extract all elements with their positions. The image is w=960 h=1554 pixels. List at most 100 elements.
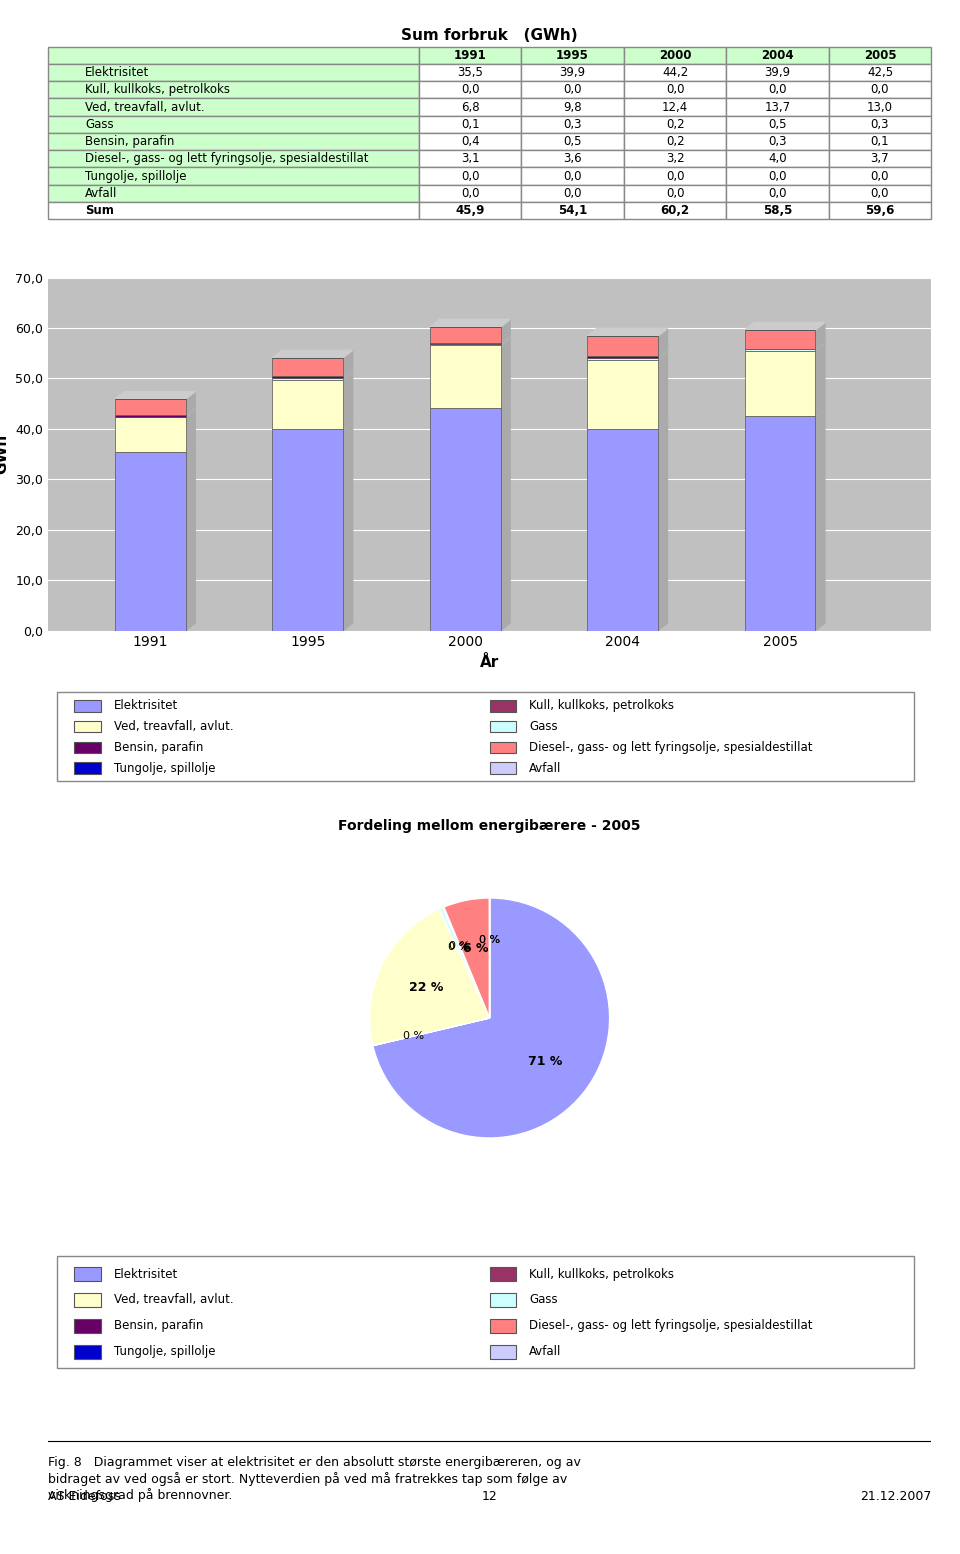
Text: 71 %: 71 %: [528, 1055, 563, 1068]
FancyBboxPatch shape: [57, 692, 914, 782]
Text: 21.12.2007: 21.12.2007: [860, 1490, 931, 1503]
Text: Ved, treavfall, avlut.: Ved, treavfall, avlut.: [114, 720, 234, 733]
Bar: [490, 1293, 516, 1307]
Polygon shape: [815, 342, 825, 350]
Text: Kull, kullkoks, petrolkoks: Kull, kullkoks, petrolkoks: [529, 699, 674, 712]
Polygon shape: [343, 368, 352, 379]
Polygon shape: [588, 353, 667, 361]
Polygon shape: [588, 328, 667, 336]
Polygon shape: [745, 342, 825, 350]
Bar: [490, 1267, 516, 1280]
Bar: [75, 1319, 101, 1333]
Polygon shape: [588, 348, 667, 356]
Polygon shape: [115, 444, 195, 452]
Polygon shape: [500, 336, 510, 343]
Wedge shape: [444, 898, 490, 1018]
Bar: [75, 763, 101, 774]
Polygon shape: [745, 343, 825, 351]
Bar: [75, 1344, 101, 1358]
Text: 22 %: 22 %: [409, 981, 444, 993]
Title: Fordeling mellom energibærere - 2005: Fordeling mellom energibærere - 2005: [338, 819, 641, 833]
Bar: [75, 1267, 101, 1280]
Text: Bensin, parafin: Bensin, parafin: [114, 741, 204, 754]
Polygon shape: [273, 421, 352, 429]
Text: Gass: Gass: [529, 720, 558, 733]
Text: 0 %: 0 %: [447, 942, 468, 953]
Bar: [75, 741, 101, 754]
Bar: [75, 721, 101, 732]
Polygon shape: [658, 353, 667, 429]
Bar: [490, 701, 516, 712]
Polygon shape: [343, 350, 352, 376]
Polygon shape: [430, 399, 510, 407]
Wedge shape: [443, 908, 490, 1018]
Bar: [588, 429, 658, 631]
Polygon shape: [430, 337, 510, 343]
Text: Diesel-, gass- og lett fyringsolje, spesialdestillat: Diesel-, gass- og lett fyringsolje, spes…: [529, 1319, 813, 1332]
Polygon shape: [430, 336, 510, 343]
Polygon shape: [500, 337, 510, 407]
Text: 6 %: 6 %: [463, 942, 489, 956]
Polygon shape: [745, 409, 825, 416]
Bar: [75, 1293, 101, 1307]
Wedge shape: [440, 908, 490, 1018]
Text: Gass: Gass: [529, 1293, 558, 1307]
Bar: [115, 452, 185, 631]
Text: 0 %: 0 %: [479, 936, 500, 945]
Bar: [588, 336, 658, 356]
Polygon shape: [273, 371, 352, 379]
Polygon shape: [658, 348, 667, 357]
FancyBboxPatch shape: [57, 1256, 914, 1368]
Bar: [490, 721, 516, 732]
Polygon shape: [115, 410, 195, 418]
Text: Ved, treavfall, avlut.: Ved, treavfall, avlut.: [114, 1293, 234, 1307]
Text: 12: 12: [482, 1490, 497, 1503]
Bar: [115, 415, 185, 416]
Bar: [273, 429, 343, 631]
Polygon shape: [430, 337, 510, 345]
Bar: [490, 763, 516, 774]
Polygon shape: [185, 409, 195, 418]
Polygon shape: [745, 323, 825, 329]
Text: Kull, kullkoks, petrolkoks: Kull, kullkoks, petrolkoks: [529, 1268, 674, 1280]
Polygon shape: [185, 392, 195, 415]
Bar: [490, 741, 516, 754]
Polygon shape: [745, 342, 825, 348]
Bar: [273, 376, 343, 379]
Text: Sum forbruk   (GWh): Sum forbruk (GWh): [401, 28, 578, 44]
Polygon shape: [500, 320, 510, 343]
Wedge shape: [372, 1018, 490, 1046]
Polygon shape: [500, 399, 510, 631]
Polygon shape: [815, 409, 825, 631]
Polygon shape: [185, 410, 195, 452]
Bar: [745, 329, 815, 348]
Wedge shape: [370, 909, 490, 1046]
Polygon shape: [500, 337, 510, 345]
Text: Fig. 8   Diagrammet viser at elektrisitet er den absolutt største energibæreren,: Fig. 8 Diagrammet viser at elektrisitet …: [48, 1456, 581, 1501]
Text: Elektrisitet: Elektrisitet: [114, 699, 179, 712]
Polygon shape: [815, 342, 825, 351]
Polygon shape: [815, 323, 825, 348]
Polygon shape: [273, 373, 352, 379]
Bar: [115, 418, 185, 452]
Polygon shape: [115, 407, 195, 415]
Text: Avfall: Avfall: [529, 1346, 562, 1358]
Bar: [430, 345, 500, 407]
Bar: [490, 1344, 516, 1358]
Text: 0 %: 0 %: [479, 936, 500, 945]
Bar: [745, 416, 815, 631]
Polygon shape: [115, 392, 195, 399]
Text: AS Eidefoss: AS Eidefoss: [48, 1490, 121, 1503]
Polygon shape: [273, 350, 352, 357]
Polygon shape: [588, 421, 667, 429]
Text: 0 %: 0 %: [449, 942, 470, 951]
Wedge shape: [372, 898, 610, 1138]
Bar: [115, 399, 185, 415]
Polygon shape: [658, 328, 667, 356]
Polygon shape: [343, 371, 352, 379]
Text: 0 %: 0 %: [403, 1030, 424, 1041]
Polygon shape: [343, 373, 352, 429]
Polygon shape: [815, 343, 825, 416]
Bar: [588, 357, 658, 361]
Polygon shape: [115, 409, 195, 416]
